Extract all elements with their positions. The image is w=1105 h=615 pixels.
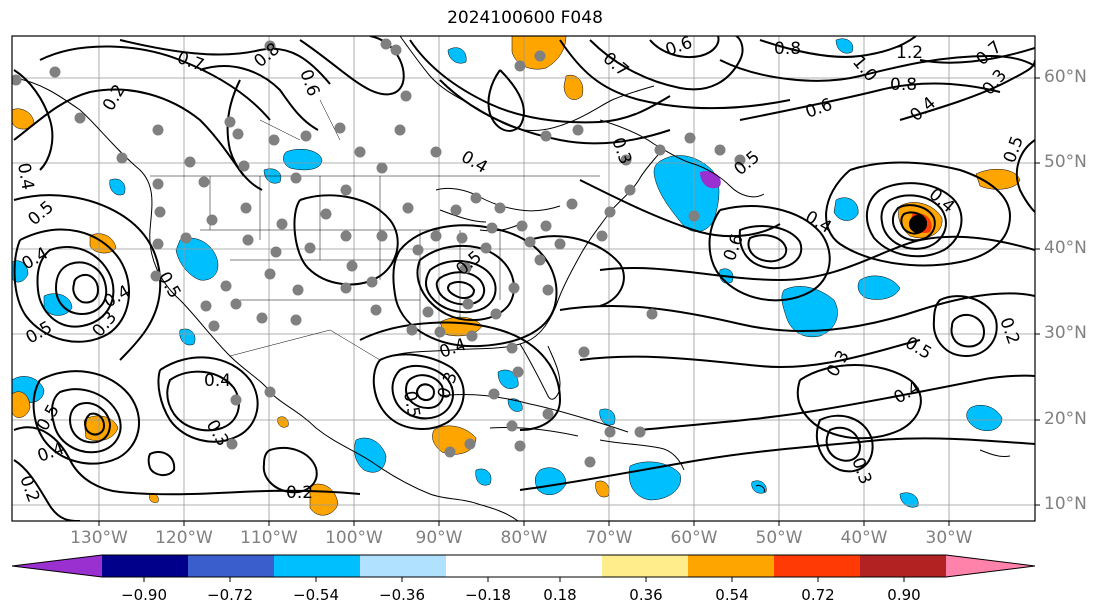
lon-label: 130°W — [70, 528, 128, 548]
colorbar — [11, 554, 1036, 582]
lat-label: 30°N — [1044, 323, 1087, 343]
contour-label: 0.8 — [890, 75, 917, 95]
colorbar-segment — [274, 555, 360, 577]
contour-label: 1.2 — [896, 43, 923, 63]
axis-ticks — [98, 77, 1040, 526]
colorbar-segment — [860, 555, 946, 577]
colorbar-tick-label: −0.36 — [379, 586, 425, 604]
lon-label: 70°W — [585, 528, 633, 548]
colorbar-tick-label: 0.72 — [801, 586, 835, 604]
map-title: 2024100600 F048 — [447, 8, 603, 28]
lon-label: 50°W — [755, 528, 803, 548]
contour-lines — [13, 36, 1035, 521]
colorbar-segment — [102, 555, 188, 577]
shaded-anomaly-fields — [12, 36, 1021, 516]
colorbar-segment — [360, 555, 446, 577]
colorbar-tick-label: 0.36 — [629, 586, 663, 604]
lon-label: 100°W — [325, 528, 383, 548]
lon-label: 80°W — [500, 528, 548, 548]
colorbar-tick-label: 0.90 — [887, 586, 921, 604]
contour-label: 0.5 — [399, 389, 423, 419]
coastlines — [13, 36, 1011, 521]
lon-label: 30°W — [925, 528, 973, 548]
lat-label: 50°N — [1044, 152, 1087, 172]
political-borders — [150, 99, 600, 361]
lon-label: 110°W — [240, 528, 298, 548]
colorbar-segment — [602, 555, 688, 577]
colorbar-tick-label: −0.54 — [293, 586, 339, 604]
lon-label: 120°W — [155, 528, 213, 548]
contour-label: 0.8 — [774, 39, 801, 59]
colorbar-segment — [774, 555, 860, 577]
colorbar-segment — [188, 555, 274, 577]
colorbar-segment — [12, 555, 102, 577]
colorbar-tick-label: −0.72 — [207, 586, 253, 604]
lat-label: 60°N — [1044, 67, 1087, 87]
colorbar-segment — [688, 555, 774, 577]
colorbar-tick-label: 0.54 — [715, 586, 749, 604]
lon-label: 40°W — [840, 528, 888, 548]
lat-label: 10°N — [1044, 494, 1087, 514]
cyclone-center-marker — [909, 215, 927, 233]
lon-label: 90°W — [415, 528, 463, 548]
colorbar-tick-label: 0.18 — [543, 586, 577, 604]
lon-label: 60°W — [670, 528, 718, 548]
colorbar-segment — [946, 555, 1035, 577]
colorbar-tick-label: −0.18 — [465, 586, 511, 604]
lat-label: 20°N — [1044, 409, 1087, 429]
colorbar-tick-label: −0.90 — [121, 586, 167, 604]
station-markers — [12, 38, 746, 468]
contour-label: 0.4 — [204, 371, 231, 391]
colorbar-outline — [11, 554, 1036, 578]
contour-label: 0.4 — [13, 161, 37, 191]
contour-label: 0.2 — [286, 483, 313, 503]
lat-label: 40°N — [1044, 238, 1087, 258]
colorbar-segment — [446, 555, 602, 577]
